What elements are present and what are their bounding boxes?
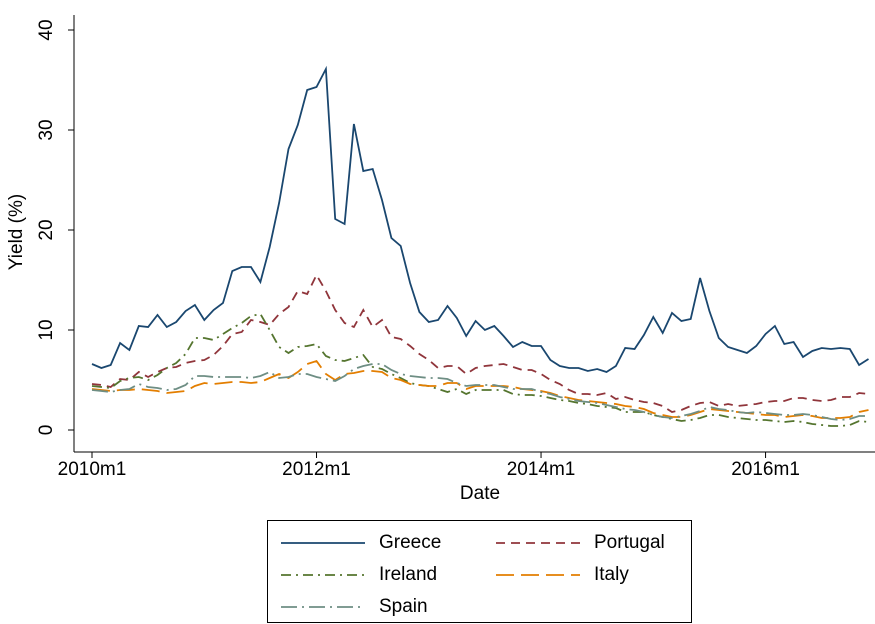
series-line bbox=[91, 359, 869, 419]
y-axis-title: Yield (%) bbox=[6, 194, 27, 270]
x-axis-title: Date bbox=[460, 483, 500, 504]
series-line bbox=[91, 312, 869, 427]
x-tick-label: 2012m1 bbox=[282, 459, 351, 480]
x-tick-label: 2014m1 bbox=[507, 459, 576, 480]
y-tick-label: 0 bbox=[36, 425, 57, 436]
y-tick-label: 10 bbox=[36, 319, 57, 340]
legend-box bbox=[267, 520, 692, 623]
y-tick-label: 20 bbox=[36, 219, 57, 240]
series-line bbox=[91, 363, 869, 421]
series-line bbox=[91, 273, 869, 413]
x-tick-label: 2010m1 bbox=[58, 459, 127, 480]
legend-label: Portugal bbox=[594, 532, 665, 553]
y-tick-label: 40 bbox=[36, 19, 57, 40]
legend-label: Greece bbox=[379, 532, 441, 553]
y-tick-label: 30 bbox=[36, 119, 57, 140]
series-line bbox=[91, 65, 869, 373]
legend-label: Ireland bbox=[379, 564, 437, 585]
legend-label: Spain bbox=[379, 596, 428, 617]
legend-label: Italy bbox=[594, 564, 629, 585]
x-tick-label: 2016m1 bbox=[731, 459, 800, 480]
